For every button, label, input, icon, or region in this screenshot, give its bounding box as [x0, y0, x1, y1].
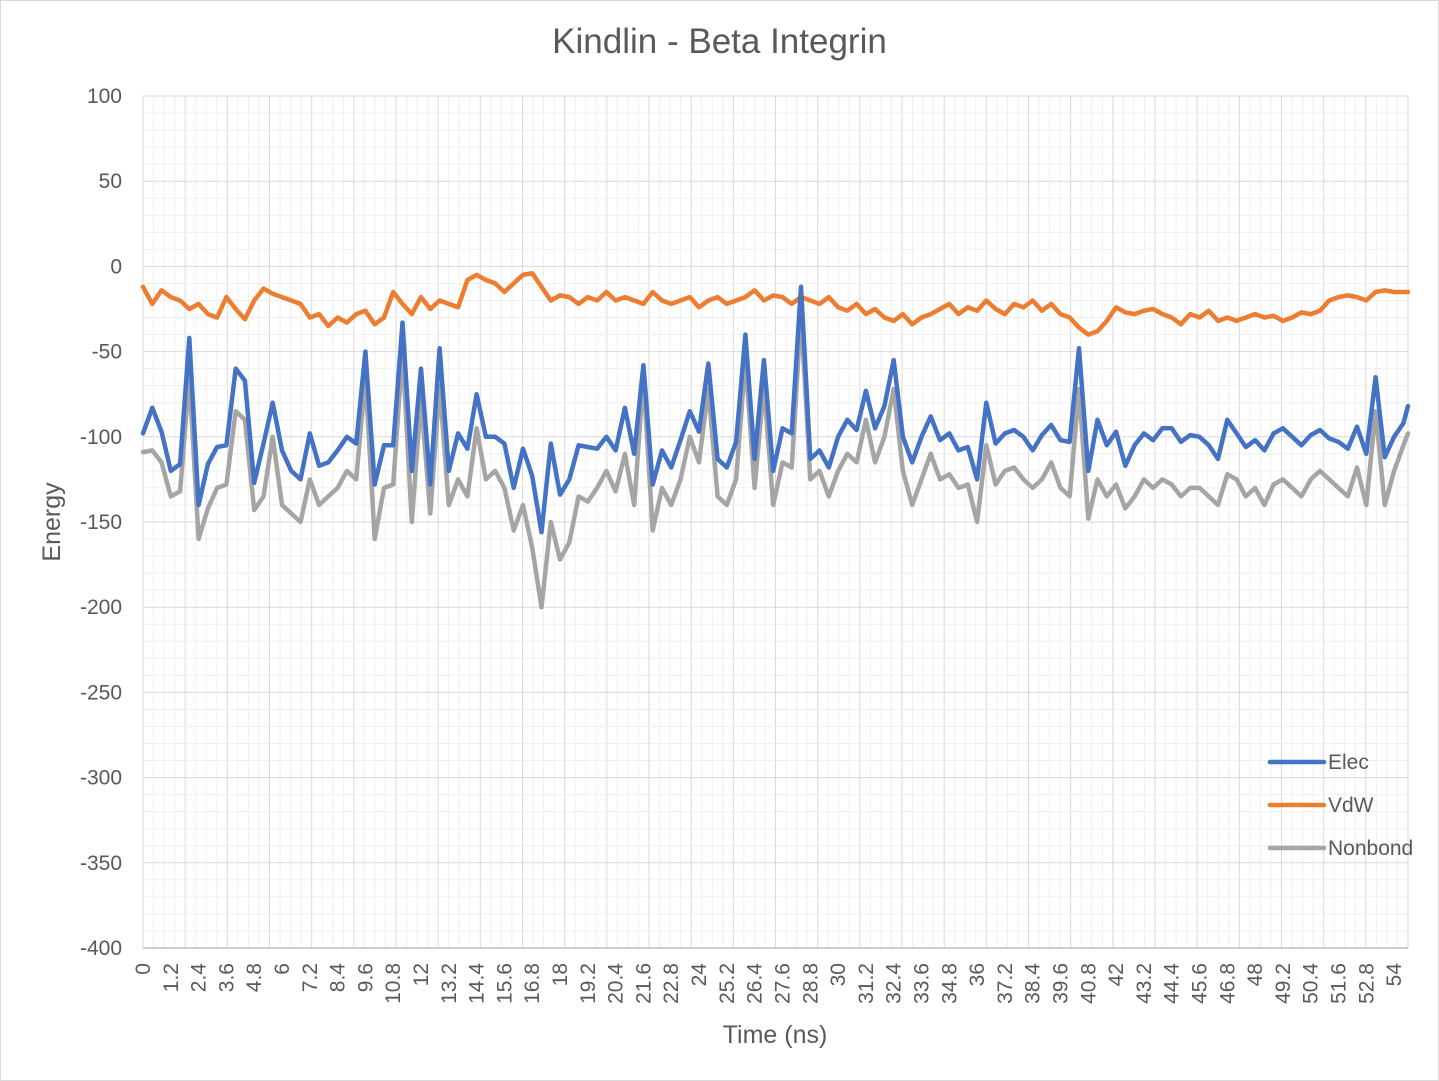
x-tick-label: 19.2	[577, 963, 600, 1004]
x-tick-label: 32.4	[883, 963, 906, 1004]
x-tick-label: 1.2	[160, 963, 183, 992]
y-tick-label: -250	[80, 681, 122, 704]
x-tick-label: 27.6	[771, 963, 794, 1004]
legend-label-nonbond: Nonbond	[1328, 837, 1413, 860]
y-tick-labels: 100 50 0 -50 -100 -150 -200 -250 -300 -350 -400	[80, 85, 122, 960]
x-tick-label: 51.6	[1327, 963, 1350, 1004]
x-tick-label: 39.6	[1049, 963, 1072, 1004]
x-tick-label: 33.6	[910, 963, 933, 1004]
y-tick-label: 0	[110, 255, 122, 278]
series-layer	[140, 270, 1411, 610]
x-tick-label: 28.8	[799, 963, 822, 1004]
x-tick-label: 34.8	[938, 963, 961, 1004]
x-tick-label: 38.4	[1022, 963, 1045, 1004]
y-tick-label: -300	[80, 767, 122, 790]
x-tick-label: 36	[966, 963, 989, 986]
x-tick-label: 22.8	[660, 963, 683, 1004]
x-tick-label: 31.2	[855, 963, 878, 1004]
x-tick-label: 14.4	[466, 963, 489, 1004]
x-tick-label: 9.6	[354, 963, 377, 992]
grid-layer	[142, 95, 1409, 949]
x-tick-label: 21.6	[632, 963, 655, 1004]
x-tick-label: 24	[688, 963, 711, 987]
x-axis-title: Time (ns)	[723, 1021, 828, 1049]
x-tick-label: 2.4	[188, 963, 211, 993]
series-line-elec	[140, 284, 1411, 535]
x-tick-label: 49.2	[1272, 963, 1295, 1004]
y-tick-label: 100	[87, 85, 122, 108]
x-tick-label: 46.8	[1216, 963, 1239, 1004]
x-tick-label: 16.8	[521, 963, 544, 1004]
legend: Elec VdW Nonbond	[1267, 751, 1413, 860]
x-tick-label: 3.6	[215, 963, 238, 992]
y-axis-title: Energy	[38, 482, 66, 562]
x-tick-label: 8.4	[327, 963, 350, 993]
x-tick-label: 26.4	[744, 963, 767, 1004]
series-line-nonbond	[140, 311, 1411, 610]
x-tick-label: 42	[1105, 963, 1128, 986]
x-tick-label: 44.4	[1161, 963, 1184, 1004]
x-tick-label: 50.4	[1300, 963, 1323, 1004]
x-tick-label: 37.2	[994, 963, 1017, 1004]
x-tick-label: 0	[132, 963, 155, 975]
y-tick-label: -100	[80, 426, 122, 449]
y-tick-label: -200	[80, 596, 122, 619]
x-tick-label: 4.8	[243, 963, 266, 992]
x-tick-label: 20.4	[605, 963, 628, 1004]
chart-title: Kindlin - Beta Integrin	[552, 22, 887, 61]
legend-label-elec: Elec	[1328, 751, 1369, 774]
x-tick-label: 25.2	[716, 963, 739, 1004]
x-tick-label: 18	[549, 963, 572, 986]
x-tick-label: 45.6	[1188, 963, 1211, 1004]
x-tick-label: 15.6	[493, 963, 516, 1004]
x-tick-label: 52.8	[1355, 963, 1378, 1004]
y-tick-label: -400	[80, 937, 122, 960]
y-tick-label: -50	[92, 341, 122, 364]
x-tick-label: 6	[271, 963, 294, 975]
y-tick-label: -150	[80, 511, 122, 534]
x-tick-label: 43.2	[1133, 963, 1156, 1004]
x-tick-label: 10.8	[382, 963, 405, 1004]
x-tick-label: 54	[1383, 963, 1406, 987]
x-tick-label: 40.8	[1077, 963, 1100, 1004]
y-tick-label: -350	[80, 852, 122, 875]
x-tick-label: 13.2	[438, 963, 461, 1004]
y-tick-label: 50	[99, 170, 122, 193]
x-tick-label: 12	[410, 963, 433, 986]
x-tick-label: 30	[827, 963, 850, 986]
x-tick-label: 7.2	[299, 963, 322, 992]
x-tick-labels: 0 1.2 2.4 3.6 4.8 6 7.2 8.4 9.6 10.8 12 13.2 14.4 15.…	[132, 963, 1406, 1004]
x-tick-label: 48	[1244, 963, 1267, 986]
series-line-vdw	[140, 270, 1411, 337]
legend-label-vdw: VdW	[1328, 794, 1374, 817]
